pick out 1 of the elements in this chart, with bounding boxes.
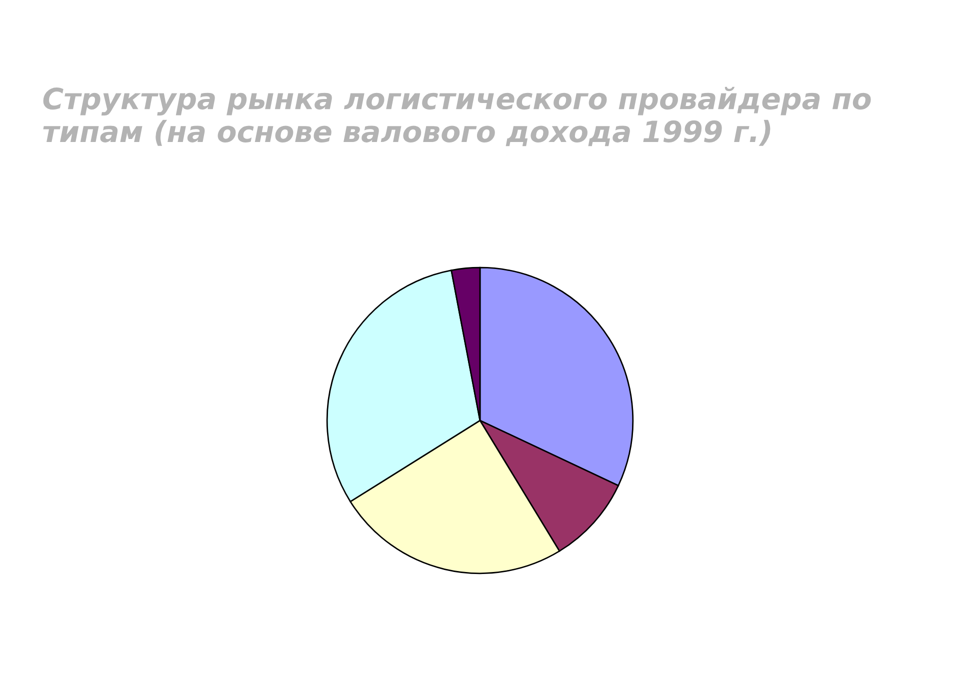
chart-title: Структура рынка логистического провайдера по типам (на основе валового дохода 1999 г.) bbox=[43, 86, 871, 146]
